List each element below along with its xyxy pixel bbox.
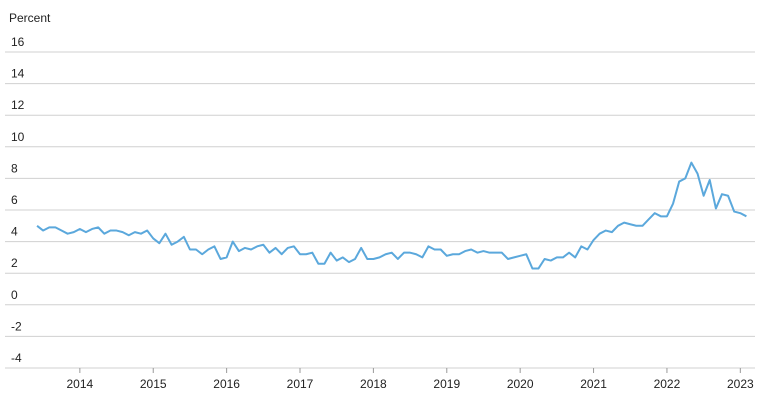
x-tick-label: 2023 [727, 377, 754, 391]
x-tick-label: 2017 [287, 377, 314, 391]
y-tick-label: 4 [11, 225, 18, 239]
x-tick-label: 2018 [360, 377, 387, 391]
data-line [36, 161, 747, 270]
x-tick-label: 2019 [433, 377, 460, 391]
x-tick-label: 2015 [140, 377, 167, 391]
x-tick-label: 2016 [213, 377, 240, 391]
y-tick-label: -2 [11, 319, 22, 333]
x-tick-label: 2021 [580, 377, 607, 391]
x-tick-label: 2022 [654, 377, 681, 391]
y-tick-label: 2 [11, 256, 18, 270]
y-tick-label: 8 [11, 161, 18, 175]
y-axis-label: Percent [9, 11, 51, 25]
x-tick-label: 2014 [67, 377, 94, 391]
y-tick-label: 12 [11, 98, 25, 112]
y-tick-label: -4 [11, 351, 22, 365]
y-tick-label: 14 [11, 67, 25, 81]
x-tick-label: 2020 [507, 377, 534, 391]
y-tick-label: 10 [11, 130, 25, 144]
y-tick-label: 0 [11, 288, 18, 302]
y-tick-label: 16 [11, 35, 25, 49]
y-tick-label: 6 [11, 193, 18, 207]
